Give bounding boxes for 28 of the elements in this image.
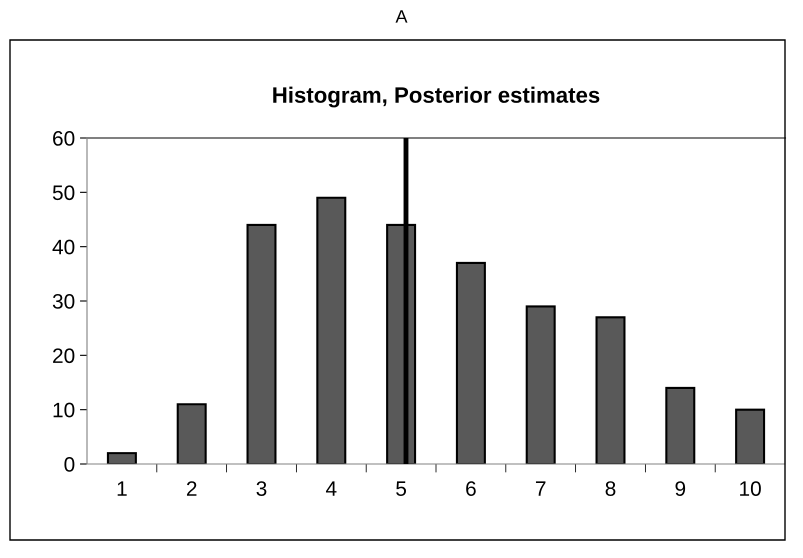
x-tick-label: 7 (536, 481, 546, 496)
bar (176, 403, 207, 464)
y-tick-label: 30 (52, 294, 74, 309)
bar (735, 408, 766, 464)
bar (595, 316, 626, 464)
y-tick-label: 0 (64, 457, 74, 472)
x-tick-label: 5 (396, 481, 406, 496)
y-tick-label: 40 (52, 240, 74, 254)
x-tick-label: 10 (740, 481, 761, 496)
bar (316, 196, 346, 464)
x-tick-label: 9 (675, 481, 686, 496)
x-tick-label: 4 (326, 481, 336, 496)
chart-subtitle: Histogram, Posterior estimates (273, 86, 600, 108)
x-tick-label: 8 (606, 481, 616, 496)
bar (106, 452, 137, 464)
y-tick-label: 20 (53, 348, 74, 364)
x-tick-label: 1 (118, 481, 127, 496)
chart-title: A (396, 10, 408, 23)
x-tick-label: 6 (466, 481, 476, 496)
bar (456, 262, 486, 464)
x-tick-label: 2 (186, 481, 196, 496)
y-tick-label: 60 (53, 131, 74, 146)
y-tick-label: 50 (52, 185, 74, 200)
y-tick-label: 10 (54, 402, 74, 418)
x-tick-label: 3 (256, 481, 266, 496)
bar (246, 224, 277, 464)
bar (665, 386, 696, 464)
bar (526, 305, 556, 464)
